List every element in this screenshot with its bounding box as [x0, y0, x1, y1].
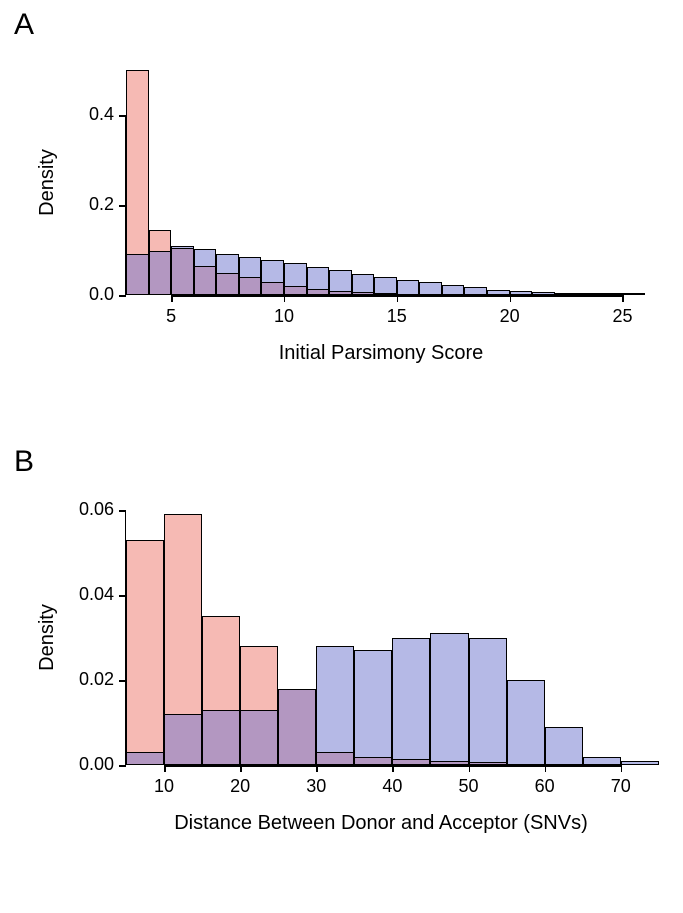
- hist-bar-blue: [397, 280, 420, 295]
- x-tick-label: 10: [134, 776, 194, 797]
- x-tick-label: 60: [515, 776, 575, 797]
- x-tick: [316, 765, 318, 772]
- y-tick: [119, 295, 126, 297]
- x-tick: [622, 295, 624, 302]
- panel-a-label: A: [14, 8, 34, 42]
- x-axis-title: Distance Between Donor and Acceptor (SNV…: [126, 812, 636, 835]
- x-tick: [621, 765, 623, 772]
- hist-bar-overlap: [126, 254, 149, 295]
- hist-bar-overlap: [239, 277, 262, 295]
- hist-bar-overlap: [316, 752, 354, 765]
- hist-bar-overlap: [171, 248, 194, 295]
- hist-bar-blue: [316, 646, 354, 765]
- y-tick-label: 0.02: [64, 669, 114, 690]
- x-tick-label: 30: [286, 776, 346, 797]
- x-tick-label: 50: [439, 776, 499, 797]
- y-tick-label: 0.00: [64, 754, 114, 775]
- x-tick-label: 25: [592, 306, 652, 327]
- x-tick-label: 15: [367, 306, 427, 327]
- hist-bar-blue: [354, 650, 392, 765]
- hist-bar-blue: [392, 638, 430, 766]
- hist-bar-blue: [622, 293, 645, 295]
- y-axis-title: Density: [36, 70, 59, 295]
- y-axis-title: Density: [36, 510, 59, 765]
- x-tick: [397, 295, 399, 302]
- hist-bar-overlap: [284, 286, 307, 295]
- y-tick: [119, 205, 126, 207]
- panel-b-label: B: [14, 445, 34, 479]
- x-tick: [240, 765, 242, 772]
- hist-bar-pink: [126, 540, 164, 765]
- hist-bar-overlap: [149, 251, 172, 295]
- hist-bar-blue: [419, 282, 442, 295]
- hist-bar-blue: [469, 638, 507, 766]
- hist-bar-overlap: [202, 710, 240, 765]
- y-tick: [119, 510, 126, 512]
- hist-bar-overlap: [164, 714, 202, 765]
- y-tick: [119, 595, 126, 597]
- y-tick: [119, 765, 126, 767]
- hist-bar-blue: [442, 285, 465, 295]
- y-tick-label: 0.2: [64, 194, 114, 215]
- y-tick-label: 0.06: [64, 499, 114, 520]
- hist-bar-overlap: [240, 710, 278, 765]
- x-tick-label: 40: [362, 776, 422, 797]
- hist-bar-overlap: [278, 689, 316, 766]
- hist-bar-blue: [464, 287, 487, 295]
- x-tick: [392, 765, 394, 772]
- x-tick: [545, 765, 547, 772]
- y-tick-label: 0.4: [64, 104, 114, 125]
- hist-bar-overlap: [194, 266, 217, 295]
- x-tick: [171, 295, 173, 302]
- hist-bar-blue: [545, 727, 583, 765]
- hist-bar-blue: [507, 680, 545, 765]
- hist-bar-blue: [430, 633, 468, 765]
- x-tick: [164, 765, 166, 772]
- y-tick: [119, 115, 126, 117]
- y-tick: [119, 680, 126, 682]
- figure: A 5101520250.00.20.4Initial Parsimony Sc…: [0, 0, 683, 913]
- x-tick-label: 20: [210, 776, 270, 797]
- panel-b-plot-area: 102030405060700.000.020.040.06Distance B…: [126, 510, 636, 765]
- x-tick: [510, 295, 512, 302]
- hist-bar-overlap: [261, 282, 284, 296]
- x-tick-label: 20: [480, 306, 540, 327]
- x-axis-title: Initial Parsimony Score: [126, 342, 636, 365]
- y-tick-label: 0.04: [64, 584, 114, 605]
- hist-bar-overlap: [216, 273, 239, 296]
- panel-a-plot-area: 5101520250.00.20.4Initial Parsimony Scor…: [126, 70, 636, 295]
- x-tick-label: 5: [141, 306, 201, 327]
- y-axis: [125, 510, 127, 765]
- x-tick: [469, 765, 471, 772]
- hist-bar-blue: [583, 757, 621, 766]
- x-tick-label: 10: [254, 306, 314, 327]
- hist-bar-overlap: [126, 752, 164, 765]
- x-tick: [284, 295, 286, 302]
- hist-bar-blue: [621, 761, 659, 765]
- x-tick-label: 70: [591, 776, 651, 797]
- y-tick-label: 0.0: [64, 284, 114, 305]
- hist-bar-overlap: [354, 757, 392, 766]
